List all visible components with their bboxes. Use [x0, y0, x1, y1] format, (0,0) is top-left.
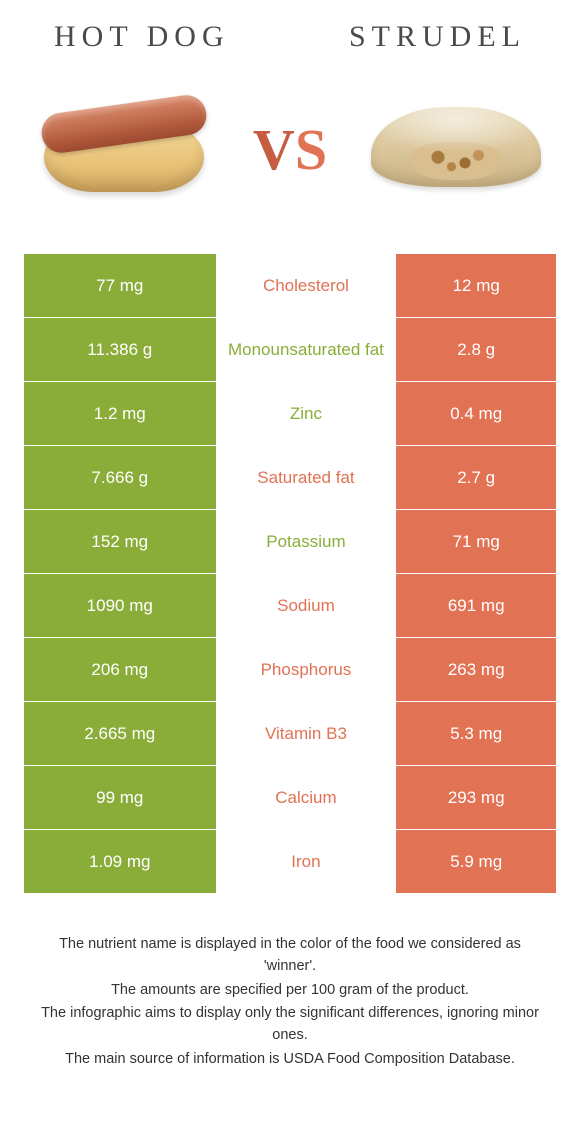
nutrient-label: Phosphorus: [216, 638, 397, 701]
vs-label: VS: [253, 116, 327, 183]
vs-v: V: [253, 117, 295, 182]
vs-row: VS: [24, 84, 556, 214]
right-value: 293 mg: [396, 766, 556, 829]
nutrient-label: Sodium: [216, 574, 397, 637]
nutrient-label: Potassium: [216, 510, 397, 573]
left-value: 1.2 mg: [24, 382, 216, 445]
nutrient-table: 77 mgCholesterol12 mg11.386 gMonounsatur…: [24, 254, 556, 894]
table-row: 206 mgPhosphorus263 mg: [24, 638, 556, 702]
left-food-title: Hot dog: [54, 20, 230, 54]
right-value: 2.7 g: [396, 446, 556, 509]
footer-line: The nutrient name is displayed in the co…: [34, 934, 546, 978]
right-value: 71 mg: [396, 510, 556, 573]
nutrient-label: Iron: [216, 830, 397, 893]
table-row: 2.665 mgVitamin B35.3 mg: [24, 702, 556, 766]
table-row: 11.386 gMonounsaturated fat2.8 g: [24, 318, 556, 382]
strudel-illustration: [366, 84, 546, 214]
right-food-title: Strudel: [349, 20, 526, 54]
nutrient-label: Monounsaturated fat: [216, 318, 397, 381]
left-value: 152 mg: [24, 510, 216, 573]
right-value: 691 mg: [396, 574, 556, 637]
nutrient-label: Cholesterol: [216, 254, 397, 317]
hotdog-illustration: [34, 84, 214, 214]
right-value: 2.8 g: [396, 318, 556, 381]
left-value: 1.09 mg: [24, 830, 216, 893]
right-value: 12 mg: [396, 254, 556, 317]
left-value: 7.666 g: [24, 446, 216, 509]
footer-line: The main source of information is USDA F…: [34, 1049, 546, 1071]
vs-s: S: [295, 117, 327, 182]
table-row: 1090 mgSodium691 mg: [24, 574, 556, 638]
nutrient-label: Calcium: [216, 766, 397, 829]
left-value: 206 mg: [24, 638, 216, 701]
left-value: 99 mg: [24, 766, 216, 829]
left-value: 1090 mg: [24, 574, 216, 637]
table-row: 99 mgCalcium293 mg: [24, 766, 556, 830]
footer-line: The infographic aims to display only the…: [34, 1003, 546, 1047]
nutrient-label: Saturated fat: [216, 446, 397, 509]
table-row: 1.2 mgZinc0.4 mg: [24, 382, 556, 446]
left-value: 11.386 g: [24, 318, 216, 381]
left-value: 2.665 mg: [24, 702, 216, 765]
table-row: 7.666 gSaturated fat2.7 g: [24, 446, 556, 510]
table-row: 1.09 mgIron5.9 mg: [24, 830, 556, 894]
header: Hot dog Strudel: [24, 20, 556, 54]
footer-text: The nutrient name is displayed in the co…: [24, 934, 556, 1071]
right-value: 5.9 mg: [396, 830, 556, 893]
left-value: 77 mg: [24, 254, 216, 317]
nutrient-label: Zinc: [216, 382, 397, 445]
table-row: 77 mgCholesterol12 mg: [24, 254, 556, 318]
right-value: 263 mg: [396, 638, 556, 701]
table-row: 152 mgPotassium71 mg: [24, 510, 556, 574]
footer-line: The amounts are specified per 100 gram o…: [34, 980, 546, 1002]
right-value: 0.4 mg: [396, 382, 556, 445]
nutrient-label: Vitamin B3: [216, 702, 397, 765]
right-value: 5.3 mg: [396, 702, 556, 765]
